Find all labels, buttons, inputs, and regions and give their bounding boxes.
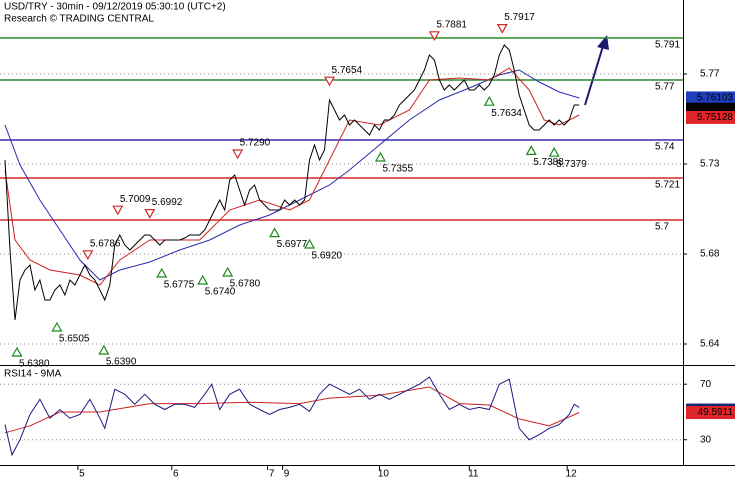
x-tick-label: 7 (269, 469, 275, 480)
pivot-marker (496, 24, 508, 34)
level-label: 5.77 (655, 82, 675, 93)
x-tick-label: 6 (173, 469, 179, 480)
y-tick-label: 5.77 (700, 69, 720, 80)
pivot-label: 5.6786 (90, 238, 121, 249)
pivot-marker (374, 151, 386, 162)
pivot-label: 5.6920 (312, 251, 343, 262)
level-label: 5.791 (655, 40, 680, 51)
axis-price-box (686, 91, 735, 105)
axis-price-box (686, 406, 735, 420)
pivot-label: 5.6992 (152, 197, 183, 208)
price-line (4, 376, 580, 457)
pivot-label: 5.6380 (19, 359, 50, 370)
pivot-label: 5.7917 (504, 12, 535, 23)
pivot-marker (82, 250, 94, 261)
y-tick-label: 70 (700, 379, 712, 390)
pivot-label: 5.6775 (164, 280, 195, 291)
arrow-shaft (584, 45, 604, 106)
pivot-label: 5.7290 (240, 138, 271, 149)
y-tick-label: 5.64 (700, 339, 720, 350)
pivot-marker (525, 145, 537, 155)
pivot-label: 5.7634 (491, 108, 522, 119)
pivot-marker (428, 31, 440, 42)
pivot-marker (483, 95, 495, 106)
axis-price-label: 49.5911 (698, 407, 734, 418)
pivot-label: 5.7654 (332, 65, 363, 76)
y-tick-label: 5.68 (700, 249, 720, 260)
x-tick-label: 11 (468, 469, 479, 480)
pivot-marker (197, 274, 209, 285)
y-tick-label: 5.73 (700, 159, 720, 170)
x-tick-label: 5 (79, 469, 85, 480)
moving-average (4, 386, 580, 434)
axis-price-label: 5.7554 (702, 104, 733, 115)
pivot-label: 5.7355 (382, 164, 413, 175)
pivot-marker (156, 267, 168, 278)
moving-average (4, 69, 580, 281)
x-tick-label: 12 (566, 469, 578, 480)
x-tick-label: 10 (378, 469, 390, 480)
pivot-label: 5.6740 (205, 287, 236, 298)
axis-price-box (686, 110, 735, 124)
pivot-marker (144, 209, 156, 219)
pivot-label: 5.6977 (277, 239, 308, 250)
pivot-label: 5.6390 (106, 357, 137, 368)
pivot-label: 5.7881 (436, 19, 467, 30)
level-label: 5.74 (655, 142, 675, 153)
price-line (4, 44, 580, 321)
chart-title: USD/TRY - 30min - 09/12/2019 05:30:10 (U… (4, 2, 226, 13)
pivot-marker (222, 266, 234, 277)
axis-price-label: 5.76103 (697, 93, 734, 104)
pivot-label: 5.6505 (59, 334, 90, 345)
pivot-label: 5.7379 (556, 159, 587, 170)
pivot-marker (548, 146, 560, 157)
pivot-marker (98, 344, 110, 355)
axis-price-label: 5.75128 (697, 112, 734, 123)
pivot-marker (269, 227, 281, 238)
y-tick-label: 30 (700, 434, 712, 445)
chart-subtitle: Research © TRADING CENTRAL (4, 14, 154, 25)
rsi-title: RSI14 - 9MA (4, 369, 62, 380)
pivot-marker (51, 321, 63, 332)
pivot-marker (304, 238, 316, 249)
pivot-marker (112, 205, 124, 216)
pivot-label: 5.7388 (533, 157, 564, 168)
pivot-label: 5.7009 (120, 194, 151, 205)
pivot-marker (232, 149, 244, 160)
x-tick-label: 9 (284, 469, 290, 480)
level-label: 5.721 (655, 180, 680, 191)
pivot-marker (11, 346, 23, 357)
pivot-label: 5.6780 (230, 279, 261, 290)
pivot-marker (323, 76, 336, 87)
level-label: 5.7 (655, 222, 669, 233)
